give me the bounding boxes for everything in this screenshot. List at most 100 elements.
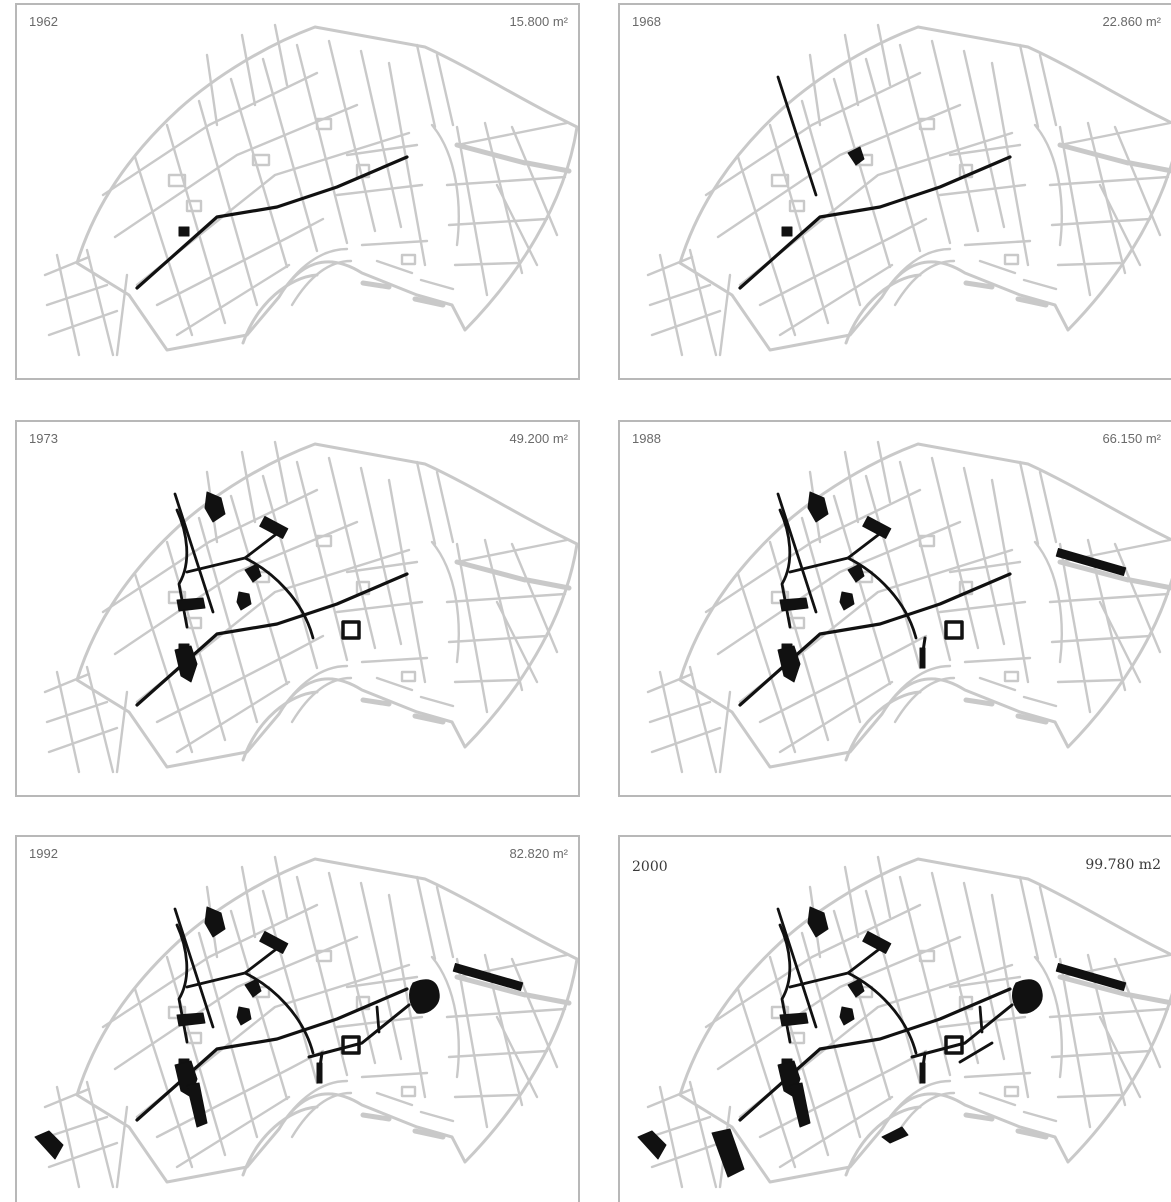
pedestrian-area — [204, 906, 226, 938]
street-line — [261, 474, 319, 670]
street-line — [359, 881, 403, 1061]
street-line — [1113, 125, 1162, 237]
quay-block — [963, 697, 995, 707]
street-line — [447, 634, 549, 644]
street-block — [315, 117, 333, 131]
street-block — [315, 949, 333, 963]
pedestrian-area — [711, 1128, 745, 1178]
street-line — [43, 255, 91, 277]
street-block — [1003, 1085, 1020, 1098]
street-block — [167, 1005, 187, 1020]
street-line — [768, 540, 830, 742]
street-line — [1098, 600, 1142, 684]
street-line — [345, 975, 419, 989]
street-line — [758, 634, 928, 724]
riverside-curve — [241, 690, 319, 762]
pedestrian-street — [135, 155, 409, 290]
map-panel-1992: 1992 82.820 m² — [15, 835, 580, 1202]
street-line — [778, 680, 894, 754]
street-line — [800, 516, 862, 724]
street-line — [345, 143, 419, 157]
pedestrian-area — [409, 979, 440, 1014]
street-line — [1113, 542, 1162, 654]
pedestrian-area — [452, 963, 524, 991]
street-line — [415, 460, 437, 546]
street-line — [273, 23, 289, 87]
street-grid — [43, 855, 578, 1189]
street-line — [1056, 678, 1122, 684]
street-line — [1113, 957, 1162, 1069]
map-panel-1968: 1968 22.860 m² — [618, 3, 1171, 380]
street-line — [430, 540, 460, 664]
street-line — [736, 155, 797, 337]
street-block — [918, 949, 936, 963]
pedestrian-street — [788, 530, 884, 574]
street-line — [447, 217, 549, 227]
street-map — [43, 440, 578, 774]
street-line — [43, 672, 91, 694]
pedestrian-area — [789, 1082, 811, 1128]
pedestrian-street — [307, 1003, 411, 1059]
street-line — [1098, 1015, 1142, 1099]
street-line — [435, 53, 455, 127]
pedestrian-area — [259, 930, 289, 954]
street-line — [387, 61, 427, 267]
pedestrian-area — [779, 1012, 809, 1027]
street-line — [455, 538, 569, 564]
street-line — [990, 61, 1030, 267]
street-line — [445, 592, 567, 604]
street-line — [101, 903, 319, 1029]
district-outline — [75, 857, 578, 1184]
street-line — [876, 440, 892, 504]
street-line — [880, 247, 952, 299]
street-line — [948, 143, 1022, 157]
street-line — [1056, 1093, 1122, 1099]
street-line — [387, 893, 427, 1099]
pedestrian-area — [186, 1082, 208, 1128]
street-line — [335, 600, 424, 614]
pedestrian-street — [173, 492, 215, 614]
street-line — [229, 77, 289, 269]
street-line — [113, 935, 359, 1071]
street-line — [768, 955, 830, 1157]
quay-block — [1015, 713, 1049, 725]
quay-block — [1015, 296, 1049, 308]
street-line — [962, 466, 1006, 646]
map-panel-1973: 1973 49.200 m² — [15, 420, 580, 797]
street-line — [197, 516, 259, 724]
quay-block — [1015, 1128, 1049, 1140]
street-line — [229, 909, 289, 1101]
panel-area: 82.820 m² — [509, 846, 568, 861]
street-block — [1003, 670, 1020, 683]
street-line — [962, 881, 1006, 1061]
quay-block — [360, 1112, 392, 1122]
street-line — [360, 239, 429, 247]
pedestrian-area — [259, 515, 289, 539]
street-line — [658, 253, 684, 357]
street-line — [880, 1079, 952, 1131]
district-outline — [678, 25, 1171, 352]
street-line — [962, 49, 1006, 229]
street-line — [453, 678, 519, 684]
street-block — [770, 173, 790, 188]
quay-block — [1127, 992, 1171, 1006]
street-line — [650, 1141, 722, 1169]
street-line — [101, 488, 319, 614]
street-line — [978, 1091, 1017, 1107]
street-line — [948, 975, 1022, 989]
riverside-curve — [844, 1105, 922, 1177]
quay-block — [524, 577, 572, 591]
street-line — [197, 931, 259, 1139]
panel-area: 99.780 m2 — [1085, 857, 1161, 873]
quay-block — [454, 559, 528, 583]
panel-year: 1992 — [29, 846, 58, 861]
pedestrian-area — [944, 1035, 964, 1055]
street-line — [445, 1007, 567, 1019]
street-line — [800, 99, 862, 307]
street-line — [295, 43, 349, 245]
street-line — [876, 855, 892, 919]
street-line — [360, 656, 429, 664]
map-panel-2000: 2000 99.780 m2 — [618, 835, 1171, 1202]
street-line — [938, 183, 1027, 197]
pedestrian-area — [204, 491, 226, 523]
